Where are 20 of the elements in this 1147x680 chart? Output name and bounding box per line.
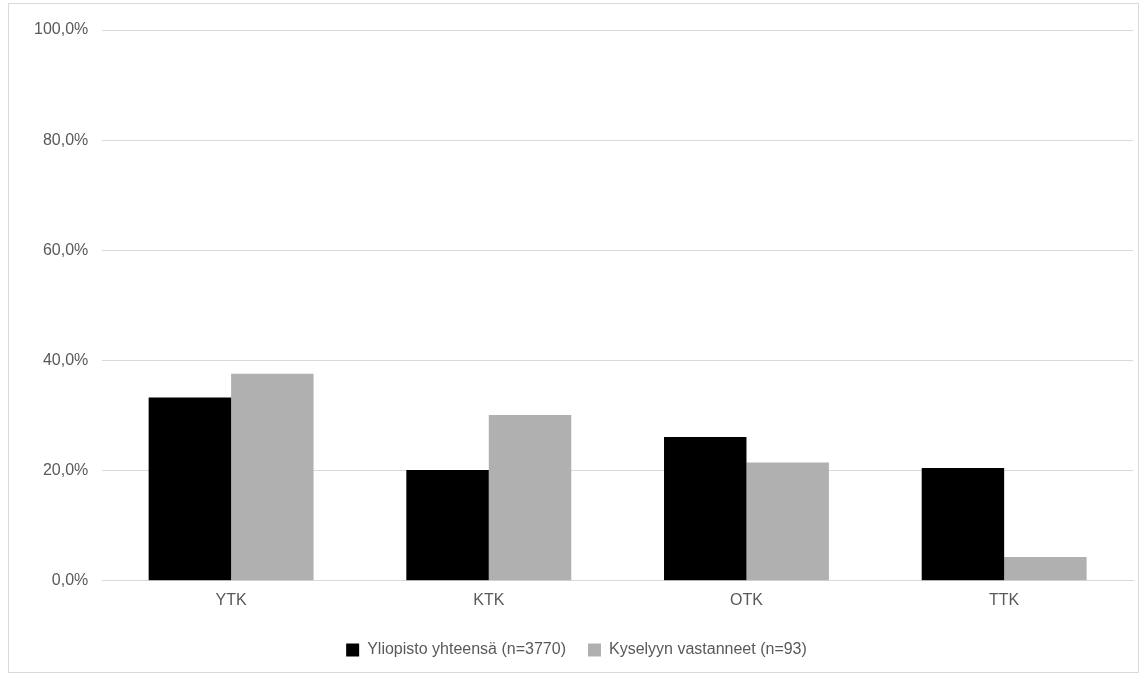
y-tick-label: 0,0% <box>51 571 89 589</box>
y-tick-label: 80,0% <box>42 130 89 148</box>
bar <box>921 467 1005 581</box>
bar <box>148 397 232 581</box>
y-tick-label: 60,0% <box>42 240 89 258</box>
bar <box>488 415 572 581</box>
bar <box>664 437 747 581</box>
y-tick-label: 100,0% <box>34 20 89 38</box>
legend-label: Kyselyyn vastanneet (n=93) <box>608 640 807 658</box>
bar <box>406 470 489 581</box>
bar <box>231 373 314 581</box>
bar <box>1004 557 1087 581</box>
y-tick-label: 40,0% <box>42 350 89 368</box>
legend-label: Yliopisto yhteensä (n=3770) <box>367 640 566 658</box>
x-tick-label: YTK <box>215 590 247 608</box>
x-tick-label: OTK <box>730 590 764 608</box>
x-tick-label: TTK <box>989 590 1020 608</box>
x-tick-label: KTK <box>473 590 505 608</box>
y-tick-label: 20,0% <box>42 461 89 479</box>
bar <box>746 462 829 581</box>
